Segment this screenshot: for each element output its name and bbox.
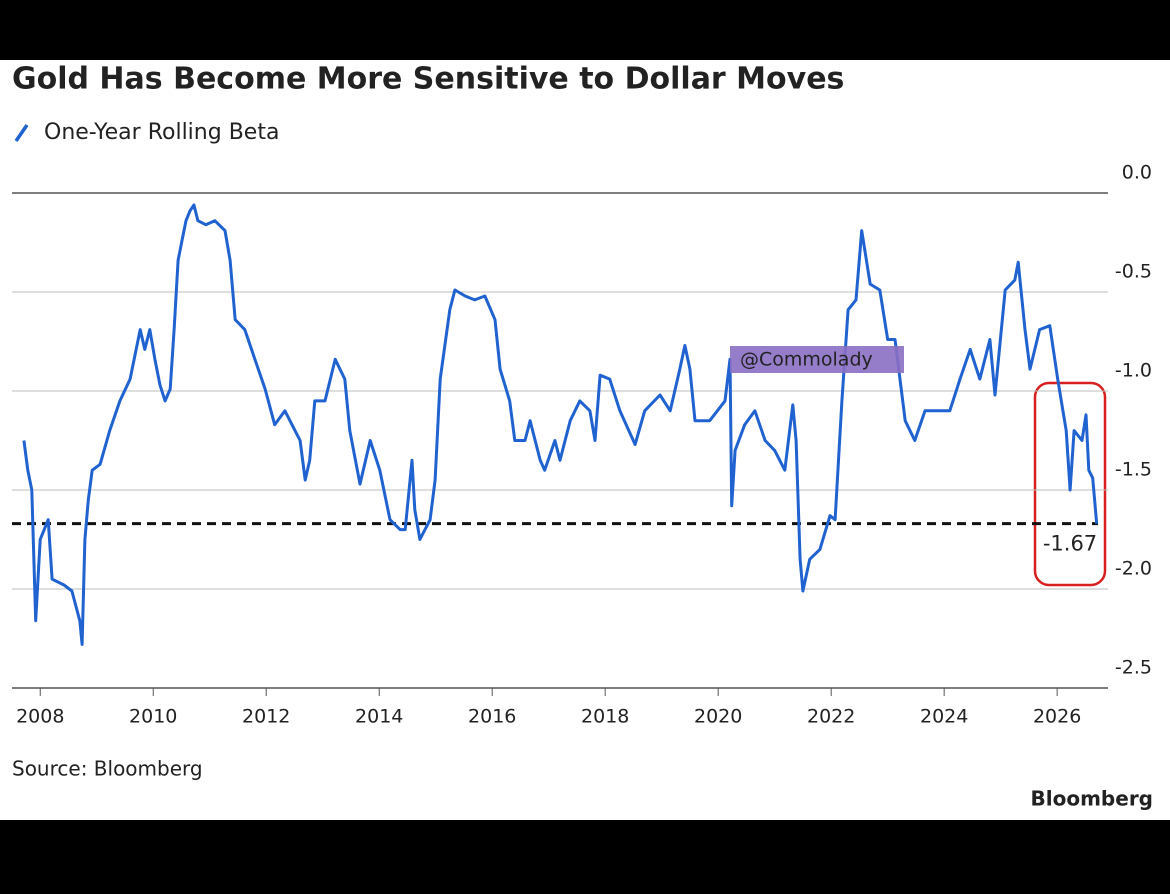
y-tick-label: -2.0 bbox=[1115, 558, 1152, 580]
chart-background bbox=[0, 60, 1170, 820]
y-tick-label: -0.5 bbox=[1115, 261, 1152, 283]
y-tick-label: 0.0 bbox=[1122, 162, 1152, 184]
watermark: @Commolady bbox=[740, 349, 873, 371]
source: Source: Bloomberg bbox=[12, 757, 203, 781]
reference-label: -1.67 bbox=[1043, 532, 1097, 556]
x-tick-label: 2024 bbox=[920, 706, 968, 728]
data-line bbox=[22, 203, 1099, 646]
x-tick-label: 2008 bbox=[16, 706, 64, 728]
legend-label: One-Year Rolling Beta bbox=[44, 120, 279, 145]
x-tick-label: 2022 bbox=[807, 706, 855, 728]
highlight-box bbox=[1033, 381, 1107, 587]
x-tick-label: 2012 bbox=[242, 706, 290, 728]
x-tick-label: 2010 bbox=[129, 706, 177, 728]
y-tick-label: -1.5 bbox=[1115, 459, 1152, 481]
legend-swatch bbox=[14, 124, 29, 142]
x-tick-label: 2014 bbox=[355, 706, 403, 728]
chart-title: Gold Has Become More Sensitive to Dollar… bbox=[12, 62, 844, 97]
y-tick-label: -2.5 bbox=[1115, 657, 1152, 679]
brand: Bloomberg bbox=[1031, 787, 1153, 811]
reference-label-bg bbox=[1040, 529, 1102, 560]
watermark-bg bbox=[730, 346, 904, 373]
x-tick-label: 2026 bbox=[1033, 706, 1081, 728]
y-tick-label: -1.0 bbox=[1115, 360, 1152, 382]
x-tick-label: 2020 bbox=[694, 706, 742, 728]
x-tick-label: 2016 bbox=[468, 706, 516, 728]
x-tick-label: 2018 bbox=[581, 706, 629, 728]
